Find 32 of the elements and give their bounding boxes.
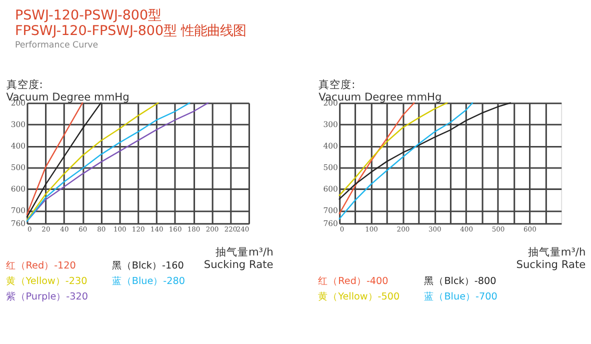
y-tick-label: 600 — [323, 184, 338, 194]
line-series — [338, 102, 512, 200]
chart-subtitle: Performance Curve — [14, 40, 98, 50]
text: 黑（Blck）-160 — [112, 260, 184, 272]
y-tick-label: 300 — [323, 120, 338, 129]
y-tick-label: 760 — [10, 218, 26, 228]
chart-title: PSWJ-120-PSWJ-800型 FPSWJ-120-FPSWJ-800型 性能曲线图 — [14, 8, 246, 39]
line-series — [26, 102, 84, 216]
line-series — [26, 102, 159, 221]
y-tick-label: 300 — [10, 120, 26, 129]
text: 黑（Blck）-800 — [424, 276, 496, 288]
text: 紫（Purple）-320 — [6, 290, 88, 303]
text: 蓝（Blue）-700 — [424, 290, 498, 303]
x-axis-title: 抽气量m³/h Sucking Rate — [516, 246, 586, 272]
y-tick-label: 400 — [10, 141, 26, 150]
text: 黄（Yellow）-500 — [318, 290, 400, 303]
text: 红（Red）-120 — [6, 260, 76, 272]
x-axis-title: 抽气量m³/h Sucking Rate — [204, 246, 274, 272]
y-tick-label: 600 — [10, 184, 26, 194]
text: 红（Red）-400 — [318, 275, 388, 288]
line-series — [338, 102, 474, 220]
text: 黄（Yellow）-230 — [6, 275, 88, 288]
y-tick-label: 500 — [10, 162, 26, 172]
text: 蓝（Blue）-280 — [112, 275, 185, 288]
y-tick-label: 760 — [323, 218, 338, 228]
y-tick-label: 700 — [323, 206, 338, 215]
line-series — [338, 102, 448, 196]
y-tick-label: 500 — [323, 162, 338, 172]
line-series — [26, 102, 102, 218]
y-tick-label: 700 — [10, 206, 26, 215]
line-series — [338, 102, 415, 214]
y-tick-label: 400 — [323, 141, 338, 150]
